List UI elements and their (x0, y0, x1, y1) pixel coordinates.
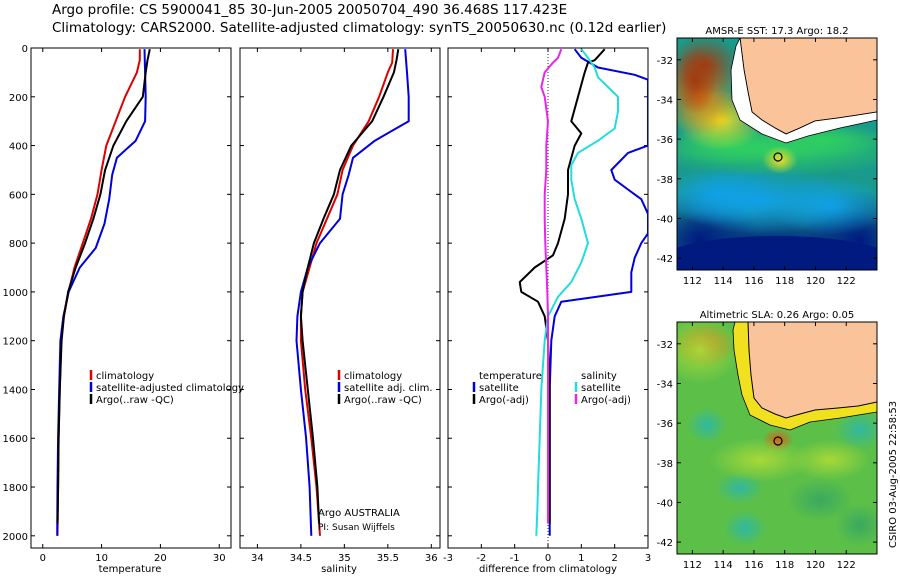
sst_map-lat-tick-label: -40 (657, 214, 673, 225)
difference-xtick-label: 0 (545, 553, 551, 564)
legend-label-salinity: salinity (581, 371, 617, 382)
sst-map-panel: AMSR-E SST: 17.3 Argo: 18.2 112 114 116 118… (657, 26, 878, 287)
sla_map-lon-tick-label: 122 (837, 560, 856, 571)
depth-tick-label: 1600 (3, 434, 28, 445)
legend-label-argo-raw-qc: Argo(..raw -QC) (344, 395, 422, 406)
depth-tick-label: 400 (9, 142, 28, 153)
salinity-xtick-label: 35.5 (377, 553, 399, 564)
depth-tick-label: 0 (22, 44, 28, 55)
sst_map-lon-tick-label: 116 (744, 276, 763, 287)
sst-no-data-coast (730, 38, 877, 144)
sla_map-lat-tick-label: -42 (657, 538, 673, 549)
sst_map-lon-tick-label: 120 (806, 276, 825, 287)
sst_map-lat-tick-label: -34 (657, 95, 673, 106)
sst_map-lon-tick-label: 122 (837, 276, 856, 287)
legend-label-climatology: climatology (344, 371, 402, 382)
sla-map-title: Altimetric SLA: 0.26 Argo: 0.05 (700, 310, 855, 321)
argo-australia-label: Argo AUSTRALIA (318, 508, 400, 519)
sst_map-lon-tick-label: 118 (775, 276, 794, 287)
sla_map-lon-tick-label: 116 (744, 560, 763, 571)
sla_map-lon-tick-label: 112 (683, 560, 702, 571)
temperature-xtick-label: 0 (40, 553, 46, 564)
sla_map-lat-tick-label: -34 (657, 379, 673, 390)
sla_map-lat-tick-label: -32 (657, 340, 673, 351)
depth-tick-label: 800 (9, 239, 28, 250)
salinity-series-satellite-adj-clim (295, 49, 410, 536)
difference-xtick-label: 2 (611, 553, 617, 564)
depth-tick-label: 1800 (3, 483, 28, 494)
profile-title: Argo profile: CS 5900041_85 30-Jun-2005 … (52, 2, 568, 18)
sst-argo-marker (773, 152, 783, 162)
depth-tick-label: 600 (9, 190, 28, 201)
legend-label-satellite-adj-clim: satellite adj. clim. (344, 383, 433, 394)
difference-xtick-label: -1 (510, 553, 520, 564)
sla_map-lat-tick-label: -38 (657, 459, 673, 470)
pi-label: PI: Susan Wijffels (318, 523, 395, 533)
sla-map-image (677, 322, 877, 554)
sla_map-lon-tick-label: 120 (806, 560, 825, 571)
difference-panel: -3 -2 -1 0 1 2 3 temperaturesatelliteArgo(-adj… (443, 47, 651, 575)
temperature-series-climatology (56, 49, 141, 536)
salinity-xtick-label: 35 (338, 553, 351, 564)
temperature-panel: 0 10 20 30 0 200 400 600 800 1000 1200 1400 1600 1800… (3, 44, 244, 575)
salinity-xtick-label: 34.5 (290, 553, 312, 564)
sla_map-lat-tick-label: -36 (657, 419, 673, 430)
salinity-xtick-label: 36 (425, 553, 438, 564)
depth-tick-label: 200 (9, 93, 28, 104)
temperature-xtick-label: 20 (154, 553, 167, 564)
difference-xtick-label: -2 (476, 553, 486, 564)
sla_map-lon-tick-label: 118 (775, 560, 794, 571)
temperature-series-argo-raw-qc (56, 48, 151, 524)
temperature-axes-box (30, 47, 232, 549)
difference-series-temperature-argo-adj (518, 48, 606, 524)
sst_map-lon-tick-label: 112 (683, 276, 702, 287)
depth-tick-label: 2000 (3, 532, 28, 543)
sla-map-panel: Altimetric SLA: 0.26 Argo: 0.05 112 114 11… (657, 310, 878, 571)
legend-label-satellite: satellite (581, 383, 621, 394)
sst_map-lon-tick-label: 114 (714, 276, 733, 287)
sst_map-lat-tick-label: -38 (657, 175, 673, 186)
difference-xtick-label: 1 (578, 553, 584, 564)
legend-label-argo-adj: Argo(-adj) (479, 395, 529, 406)
difference-series-salinity-satellite (535, 48, 619, 536)
salinity-series-climatology (299, 49, 394, 536)
temperature-xtick-label: 10 (95, 553, 108, 564)
sst-map-image (677, 38, 877, 270)
legend-label-satellite: satellite (479, 383, 519, 394)
depth-tick-label: 1400 (3, 385, 28, 396)
sst-map-frame (676, 37, 878, 271)
sst_map-lat-tick-label: -42 (657, 254, 673, 265)
salinity-axes-box (239, 47, 441, 549)
legend-label-argo-raw-qc: Argo(..raw -QC) (96, 395, 174, 406)
sst_map-lat-tick-label: -36 (657, 135, 673, 146)
sla_map-lat-tick-label: -40 (657, 498, 673, 509)
legend-label-satellite-adjusted-climatology: satellite-adjusted climatology (96, 383, 244, 394)
temperature-xlabel: temperature (99, 564, 162, 575)
salinity-xlabel: salinity (321, 564, 357, 575)
temperature-xtick-label: 30 (213, 553, 226, 564)
legend-label-temperature: temperature (479, 371, 542, 382)
credit-label: CSIRO 03-Aug-2005 22:58:53 (888, 400, 899, 548)
difference-xlabel: difference from climatology (479, 564, 617, 575)
difference-xtick-label: 3 (645, 553, 651, 564)
sla-australia-land (747, 322, 877, 419)
sst_map-lat-tick-label: -32 (657, 56, 673, 67)
sst-map-title: AMSR-E SST: 17.3 Argo: 18.2 (705, 26, 848, 37)
sla_map-lon-tick-label: 114 (714, 560, 733, 571)
salinity-xtick-label: 34 (251, 553, 264, 564)
salinity-series-argo-raw-qc (299, 49, 400, 524)
temperature-series-satellite-adjusted-climatology (56, 49, 147, 536)
climatology-title: Climatology: CARS2000. Satellite-adjuste… (52, 20, 667, 36)
difference-series-temperature-satellite (548, 48, 648, 536)
legend-label-argo-adj: Argo(-adj) (581, 395, 631, 406)
legend-label-climatology: climatology (96, 371, 154, 382)
depth-tick-label: 1200 (3, 337, 28, 348)
difference-xtick-label: -3 (443, 553, 453, 564)
sla-map-frame (676, 321, 878, 555)
difference-series-salinity-argo-adj (540, 48, 563, 524)
sla-argo-marker (773, 436, 783, 446)
depth-tick-label: 1000 (3, 288, 28, 299)
